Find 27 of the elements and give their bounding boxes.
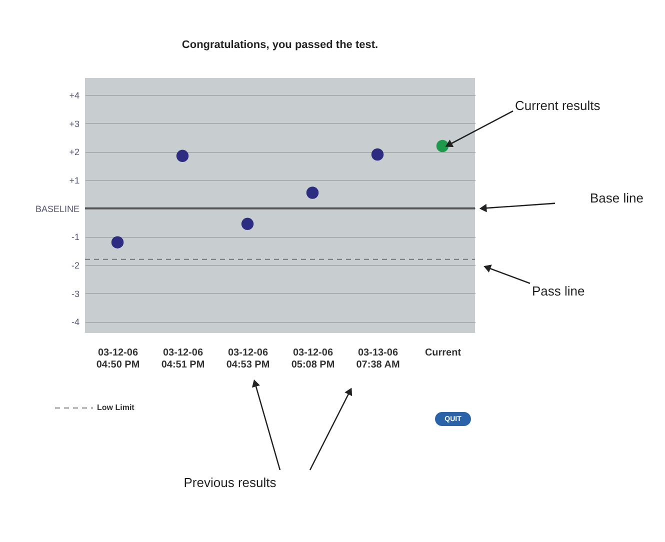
point bbox=[241, 218, 254, 230]
x-tick-label: 03-12-06 04:53 PM bbox=[226, 348, 270, 370]
y-tick-label: +1 bbox=[69, 176, 80, 186]
y-tick-label: BASELINE bbox=[35, 204, 80, 214]
y-tick-label: -4 bbox=[71, 317, 80, 328]
point bbox=[371, 148, 384, 161]
x-tick-label: 03-13-06 07:38 AM bbox=[356, 348, 400, 370]
point bbox=[176, 150, 189, 162]
x-tick-label: 03-12-06 04:50 PM bbox=[96, 348, 140, 370]
legend-label: Low Limit bbox=[97, 403, 135, 412]
point bbox=[436, 140, 449, 152]
text: Pass line bbox=[532, 283, 585, 298]
point bbox=[111, 236, 124, 248]
y-tick-label: -1 bbox=[71, 232, 80, 242]
text: Previous results bbox=[184, 475, 277, 490]
chart-title: Congratulations, you passed the test. bbox=[182, 39, 378, 51]
x-tick-label: 03-12-06 05:08 PM bbox=[291, 348, 335, 370]
y-tick-label: -3 bbox=[71, 288, 80, 299]
x-tick-label: Current bbox=[424, 348, 462, 358]
y-tick-label: +4 bbox=[69, 90, 80, 100]
point bbox=[306, 186, 319, 199]
x-tick-label: 03-12-06 04:51 PM bbox=[161, 348, 205, 370]
y-tick-label: +2 bbox=[69, 147, 80, 158]
y-tick-label: +3 bbox=[69, 118, 80, 129]
annotation: Current results bbox=[515, 98, 601, 113]
text: Base line bbox=[590, 190, 644, 206]
y-tick-label: -2 bbox=[71, 260, 80, 270]
